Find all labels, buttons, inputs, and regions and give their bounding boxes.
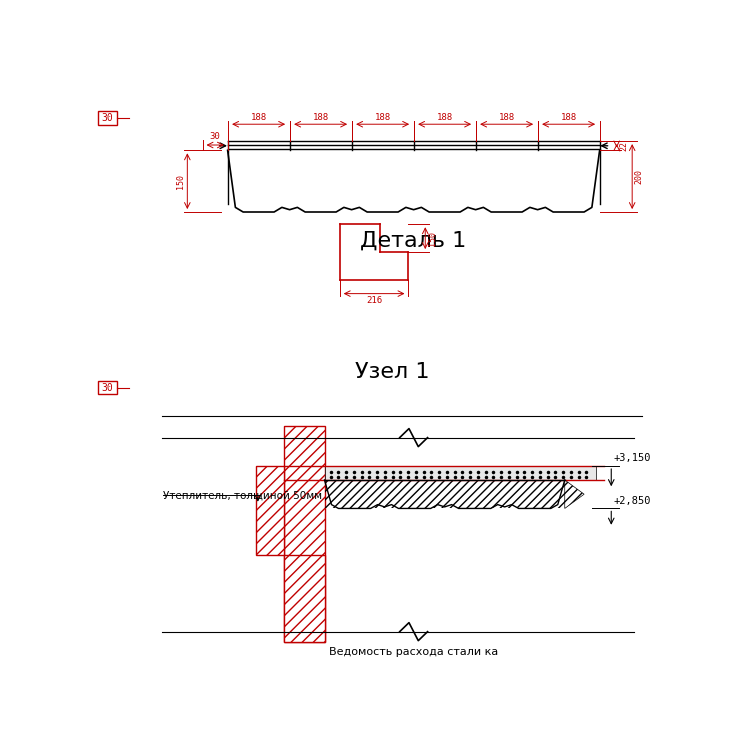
Text: 188: 188 [313,113,329,122]
Bar [284,426,325,642]
Text: 150: 150 [176,174,185,189]
Bar [325,480,565,508]
Bar [98,111,117,125]
Bar [325,466,595,480]
Bar [284,555,325,642]
Bar [256,466,284,555]
Text: 200: 200 [634,169,643,184]
Bar [284,426,325,642]
Text: 30: 30 [102,113,113,123]
Bar [256,466,284,555]
Text: 188: 188 [375,113,391,122]
Text: 188: 188 [561,113,577,122]
Text: Деталь 1: Деталь 1 [361,230,467,250]
Bar [98,380,117,394]
Text: Узел 1: Узел 1 [355,362,430,382]
Text: 22: 22 [619,141,628,151]
Text: 188: 188 [250,113,266,122]
Text: 188: 188 [498,113,514,122]
Text: 30: 30 [210,132,221,141]
Bar [284,555,325,642]
Text: Утеплитель, толщиной 50мм: Утеплитель, толщиной 50мм [163,491,322,500]
Text: Ведомость расхода стали ка: Ведомость расхода стали ка [329,648,498,657]
Text: 150: 150 [428,231,436,246]
Text: +3,150: +3,150 [614,453,651,463]
Text: 216: 216 [366,296,382,305]
Text: 30: 30 [102,383,113,392]
Text: +2,850: +2,850 [614,496,651,506]
Text: 188: 188 [436,113,453,122]
